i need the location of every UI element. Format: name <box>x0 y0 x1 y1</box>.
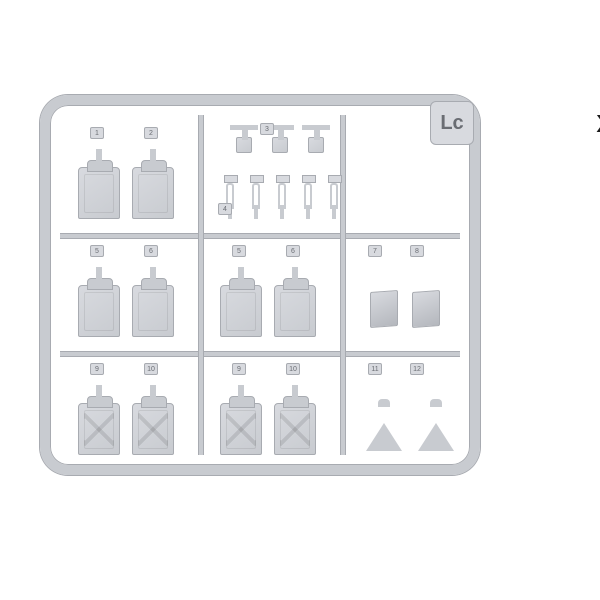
jerrycan-part <box>220 285 262 337</box>
bracket-part <box>304 183 312 209</box>
part-number-tab: 5 <box>90 245 104 257</box>
jerrycan-part <box>132 403 174 455</box>
bracket-part <box>278 183 286 209</box>
part-number-tab: 8 <box>410 245 424 257</box>
multiplier-label: x5 <box>596 103 600 140</box>
jerrycan-part <box>274 403 316 455</box>
part-number-tab: 9 <box>232 363 246 375</box>
jerrycan-part <box>78 285 120 337</box>
triangle-part <box>366 423 402 451</box>
part-number-tab: 6 <box>286 245 300 257</box>
small-part <box>308 137 324 153</box>
multiplier-text: x5 <box>596 103 600 139</box>
part-number-tab: 12 <box>410 363 424 375</box>
plate-part <box>412 290 440 328</box>
part-number-tab: 2 <box>144 127 158 139</box>
part-number-tab: 5 <box>232 245 246 257</box>
jerrycan-part <box>78 403 120 455</box>
part-number-tab: 9 <box>90 363 104 375</box>
part-number-tab: 6 <box>144 245 158 257</box>
part-number-tab: 10 <box>286 363 300 375</box>
bracket-part <box>252 183 260 209</box>
jerrycan-part <box>132 285 174 337</box>
part-number-tab: 3 <box>260 123 274 135</box>
sprue-letter: Lc <box>440 112 463 135</box>
part-number-tab: 7 <box>368 245 382 257</box>
part-number-tab: 10 <box>144 363 158 375</box>
jerrycan-part <box>220 403 262 455</box>
jerrycan-part <box>78 167 120 219</box>
part-number-tab: 11 <box>368 363 382 375</box>
sprue-frame: Lc 12565691091034781112 <box>40 95 480 475</box>
plate-part <box>370 290 398 328</box>
bracket-part <box>330 183 338 209</box>
jerrycan-part <box>132 167 174 219</box>
part-number-tab: 1 <box>90 127 104 139</box>
sprue-container: Lc 12565691091034781112 x5 <box>40 85 560 515</box>
jerrycan-part <box>274 285 316 337</box>
triangle-part <box>418 423 454 451</box>
part-number-tab: 4 <box>218 203 232 215</box>
sprue-letter-tab: Lc <box>430 101 474 145</box>
small-part <box>236 137 252 153</box>
small-part <box>272 137 288 153</box>
